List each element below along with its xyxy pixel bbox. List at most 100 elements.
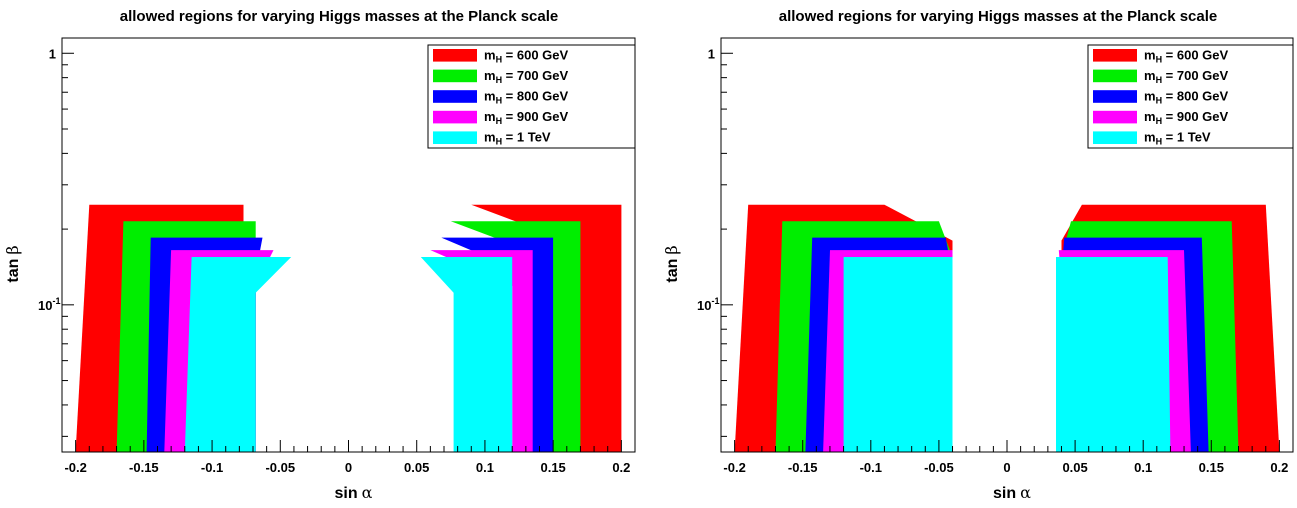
legend-label-subscript: H [496, 54, 503, 64]
x-tick-label: 0 [1003, 460, 1010, 475]
legend-label-name: m [484, 109, 496, 124]
y-tick-label: 10-1 [38, 296, 60, 313]
legend-label-name: m [1144, 130, 1156, 145]
legend-swatch [1093, 110, 1137, 124]
legend-label-value: = 1 TeV [1162, 130, 1211, 145]
x-tick-label: 0.05 [404, 460, 429, 475]
x-tick-label: 0.2 [612, 460, 630, 475]
x-tick-label: -0.1 [860, 460, 882, 475]
x-axis-label: sin α [993, 483, 1031, 502]
legend-label-value: = 600 GeV [1162, 47, 1228, 62]
legend-label-name: m [484, 130, 496, 145]
y-axis-label-text: tan [5, 259, 22, 283]
y-tick-label: 1 [708, 46, 715, 61]
legend-label: mH = 1 TeV [484, 130, 551, 147]
legend-label-value: = 900 GeV [502, 109, 568, 124]
legend-label-name: m [484, 47, 496, 62]
legend-label-value: = 900 GeV [1162, 109, 1228, 124]
chart-panel-left: allowed regions for varying Higgs masses… [3, 8, 636, 502]
x-tick-label: 0.15 [1199, 460, 1224, 475]
legend-label-subscript: H [1156, 137, 1163, 147]
legend-label: mH = 900 GeV [484, 109, 569, 126]
legend-swatch [433, 49, 477, 62]
y-tick-base: 10 [38, 298, 52, 313]
legend-label-subscript: H [1156, 54, 1163, 64]
region-right-series-0 [471, 204, 622, 452]
legend-label-name: m [1144, 109, 1156, 124]
x-tick-label: 0.1 [1134, 460, 1152, 475]
y-axis-label-symbol: β [3, 245, 22, 254]
x-axis-label-symbol: α [362, 483, 373, 502]
x-tick-label: -0.15 [788, 460, 818, 475]
legend-label: mH = 1 TeV [1144, 130, 1211, 147]
region-right-series-3 [430, 250, 533, 452]
legend-label: mH = 900 GeV [1144, 109, 1229, 126]
chart-title: allowed regions for varying Higgs masses… [779, 8, 1218, 25]
legend-label: mH = 800 GeV [484, 89, 569, 106]
x-tick-label: -0.15 [129, 460, 159, 475]
x-tick-label: -0.05 [265, 460, 295, 475]
legend-label-value: = 600 GeV [502, 47, 568, 62]
legend-label-subscript: H [1156, 116, 1163, 126]
legend-swatch [1093, 131, 1137, 144]
chart-panel-right: allowed regions for varying Higgs masses… [662, 8, 1294, 502]
legend-label: mH = 800 GeV [1144, 89, 1229, 106]
x-tick-label: 0 [345, 460, 352, 475]
legend-swatch [433, 90, 477, 103]
y-axis-label-text: tan [664, 259, 681, 283]
legend-label-value: = 1 TeV [502, 130, 551, 145]
legend-label-subscript: H [496, 96, 503, 106]
legend-label-name: m [1144, 68, 1156, 83]
y-axis-label: tan β [3, 245, 22, 282]
x-tick-label: -0.1 [201, 460, 223, 475]
legend-label-value: = 700 GeV [502, 68, 568, 83]
legend-label-subscript: H [1156, 75, 1163, 85]
legend-swatch [433, 110, 477, 124]
x-axis-label: sin α [335, 483, 373, 502]
region-left-series-4 [843, 257, 953, 452]
legend-label-value: = 800 GeV [1162, 89, 1228, 104]
y-axis-label: tan β [662, 245, 681, 282]
y-axis-label-symbol: β [662, 245, 681, 254]
legend-label-name: m [484, 68, 496, 83]
legend-label-name: m [1144, 47, 1156, 62]
legend-label-subscript: H [1156, 96, 1163, 106]
y-tick-label: 10-1 [697, 296, 719, 313]
x-tick-label: 0.05 [1062, 460, 1087, 475]
x-axis-label-text: sin [335, 485, 358, 502]
legend-swatch [1093, 90, 1137, 103]
x-tick-label: 0.15 [540, 460, 565, 475]
legend-label-name: m [484, 89, 496, 104]
legend-label-name: m [1144, 89, 1156, 104]
y-tick-exponent: -1 [711, 296, 719, 306]
y-tick-label: 1 [49, 46, 56, 61]
legend-swatch [433, 69, 477, 83]
chart-title: allowed regions for varying Higgs masses… [120, 8, 559, 25]
legend-label: mH = 600 GeV [484, 47, 569, 64]
legend-label-subscript: H [496, 116, 503, 126]
y-tick-base: 10 [697, 298, 711, 313]
legend-label-subscript: H [496, 75, 503, 85]
x-tick-label: 0.1 [476, 460, 494, 475]
legend-label-subscript: H [496, 137, 503, 147]
x-tick-label: 0.2 [1270, 460, 1288, 475]
legend-swatch [433, 131, 477, 144]
legend-label: mH = 600 GeV [1144, 47, 1229, 64]
legend-label-value: = 800 GeV [502, 89, 568, 104]
x-axis-label-text: sin [993, 485, 1016, 502]
legend-label: mH = 700 GeV [484, 68, 569, 85]
x-tick-label: -0.2 [723, 460, 745, 475]
x-axis-label-symbol: α [1020, 483, 1031, 502]
region-left-series-4 [184, 257, 292, 452]
x-tick-label: -0.2 [64, 460, 86, 475]
region-right-series-4 [1056, 257, 1171, 452]
legend-swatch [1093, 69, 1137, 83]
x-tick-label: -0.05 [924, 460, 954, 475]
y-tick-exponent: -1 [52, 296, 60, 306]
legend-label-value: = 700 GeV [1162, 68, 1228, 83]
region-right-series-4 [420, 257, 513, 452]
legend-label: mH = 700 GeV [1144, 68, 1229, 85]
